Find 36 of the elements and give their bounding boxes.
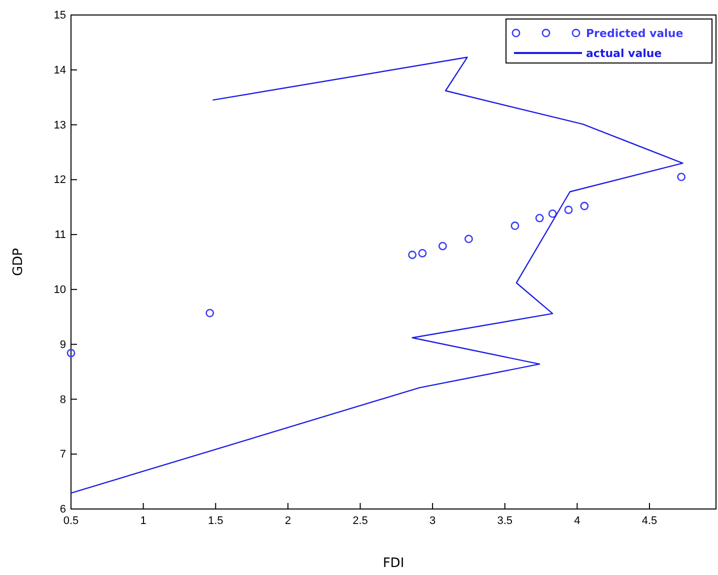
point: [464, 234, 473, 244]
x-axis-title: FDI: [382, 556, 404, 571]
x-tick-label: 3.5: [497, 515, 513, 528]
y-tick-label: 15: [54, 10, 66, 22]
x-tick-label: 0.5: [63, 515, 79, 528]
y-tick-label: 10: [54, 284, 66, 296]
y-tick-label: 8: [60, 394, 66, 406]
point: [206, 308, 214, 318]
x-tick-label: 2: [284, 515, 291, 528]
point: [535, 214, 544, 222]
x-tick-label: 4: [574, 515, 580, 528]
y-tick-label: 13: [54, 119, 66, 132]
x-tick-label: 1: [140, 515, 146, 528]
y-tick-label: 14: [54, 64, 66, 76]
y-tick-label: 6: [60, 504, 66, 516]
y-tick-label: 12: [54, 174, 66, 186]
x-tick-label: 2.5: [352, 515, 368, 528]
point: [438, 242, 447, 250]
y-tick-label: 7: [60, 448, 66, 461]
point: [580, 202, 589, 210]
x-tick-label: 4.5: [642, 515, 658, 528]
point: [548, 209, 557, 218]
line-series: [70, 56, 684, 494]
text: actual value: [586, 47, 662, 60]
point: [418, 249, 427, 258]
y-tick-label: 9: [60, 338, 66, 351]
point: [408, 250, 417, 260]
x-tick-label: 1.5: [208, 515, 224, 528]
y-axis-title: GDP: [11, 248, 26, 276]
legend-label: Predicted value: [586, 27, 684, 40]
point: [677, 172, 686, 182]
point: [564, 206, 573, 214]
point: [66, 348, 76, 358]
x-tick-label: 3: [429, 515, 436, 528]
point: [510, 222, 520, 230]
y-tick-label: 11: [54, 229, 66, 242]
